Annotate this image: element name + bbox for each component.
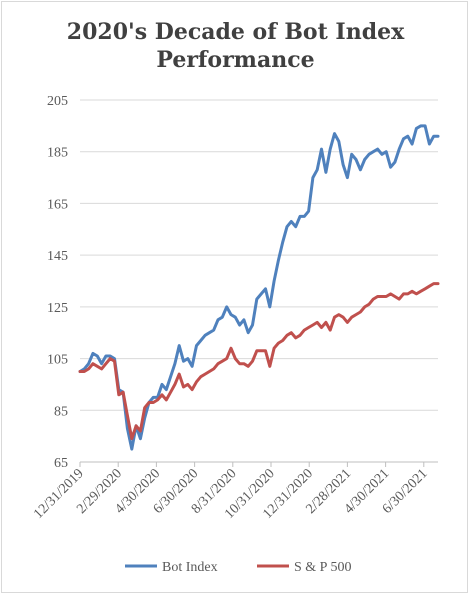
- y-tick-label: 145: [47, 249, 68, 264]
- series-lines: [78, 124, 440, 451]
- axes: [79, 461, 438, 467]
- chart-title-line-2: Performance: [156, 47, 315, 73]
- y-tick-label: 105: [47, 353, 68, 368]
- x-tick-labels: 12/31/20192/29/20204/30/20206/30/20208/3…: [31, 466, 431, 522]
- y-tick-label: 125: [47, 301, 68, 316]
- legend: Bot Index S & P 500: [125, 560, 351, 575]
- y-tick-labels: 65 85 105 125 145 165 185 205: [47, 94, 68, 471]
- gridlines: [80, 99, 438, 411]
- x-tick-label: 12/31/2019: [31, 466, 87, 522]
- legend-label: S & P 500: [294, 560, 351, 575]
- series-line-sp500: [78, 282, 440, 441]
- series-line-bot-index: [78, 124, 440, 451]
- chart-title: 2020's Decade of Bot Index Performance: [0, 18, 471, 74]
- y-tick-label: 85: [54, 404, 68, 419]
- legend-label: Bot Index: [162, 560, 218, 575]
- y-tick-label: 65: [54, 456, 68, 471]
- y-tick-label: 205: [47, 94, 68, 109]
- y-tick-label: 165: [47, 197, 68, 212]
- y-tick-label: 185: [47, 146, 68, 161]
- chart-title-line-1: 2020's Decade of Bot Index: [66, 19, 405, 45]
